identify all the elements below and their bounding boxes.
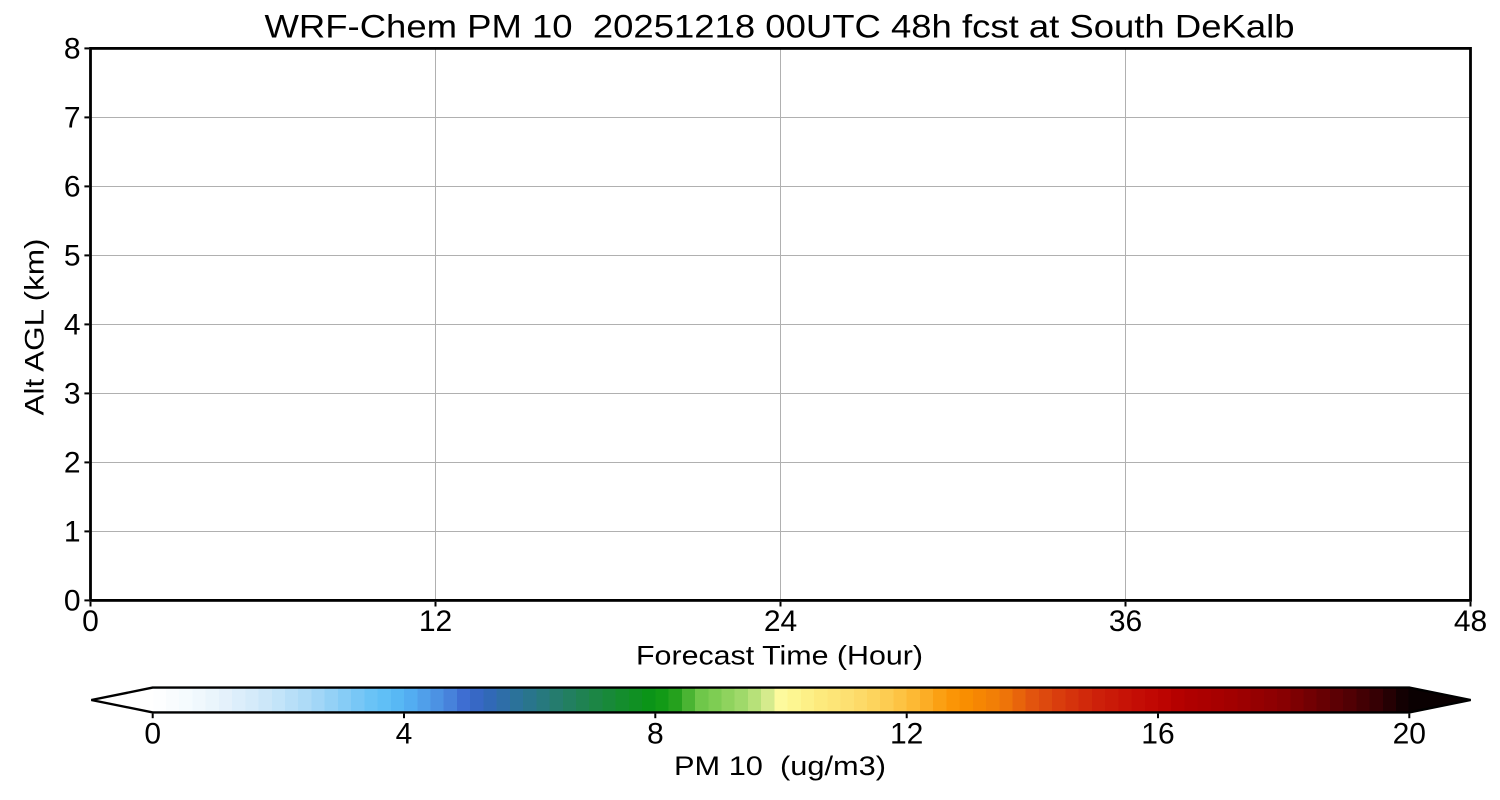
svg-text:4: 4 <box>396 718 413 751</box>
svg-text:7: 7 <box>64 102 81 135</box>
svg-text:5: 5 <box>64 240 81 273</box>
svg-text:Forecast Time (Hour): Forecast Time (Hour) <box>636 641 923 671</box>
svg-text:12: 12 <box>419 605 452 638</box>
svg-text:48: 48 <box>1454 605 1487 638</box>
svg-text:PM 10 (ug/m3): PM 10 (ug/m3) <box>674 751 886 781</box>
svg-text:8: 8 <box>647 718 664 751</box>
svg-text:6: 6 <box>64 171 81 204</box>
svg-text:4: 4 <box>64 309 81 342</box>
svg-text:3: 3 <box>64 378 81 411</box>
svg-text:0: 0 <box>64 585 81 618</box>
svg-text:0: 0 <box>82 605 99 638</box>
svg-text:16: 16 <box>1141 718 1174 751</box>
svg-text:1: 1 <box>64 516 81 549</box>
svg-text:24: 24 <box>764 605 797 638</box>
svg-text:8: 8 <box>64 33 81 66</box>
svg-text:2: 2 <box>64 447 81 480</box>
svg-text:WRF-Chem PM 10 20251218 00UTC: WRF-Chem PM 10 20251218 00UTC 48h fcst a… <box>265 9 1295 45</box>
svg-text:0: 0 <box>144 718 161 751</box>
svg-text:12: 12 <box>890 718 923 751</box>
svg-text:Alt AGL (km): Alt AGL (km) <box>19 239 49 416</box>
svg-text:20: 20 <box>1393 718 1426 751</box>
svg-text:36: 36 <box>1109 605 1142 638</box>
